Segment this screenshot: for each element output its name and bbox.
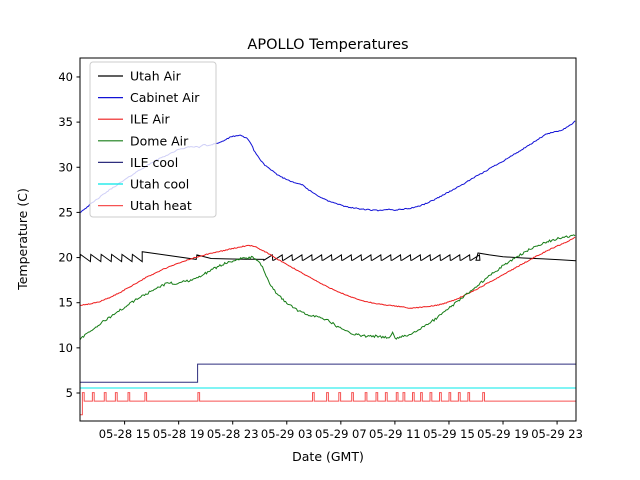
y-tick-label: 30 (58, 160, 73, 174)
x-tick-label: 05-29 23 (531, 427, 583, 441)
series-line-ile-cool (80, 363, 576, 383)
x-tick-label: 05-28 23 (207, 427, 259, 441)
legend-label-utah-air: Utah Air (130, 69, 182, 84)
legend-label-dome-air: Dome Air (130, 133, 189, 148)
y-tick-label: 5 (66, 386, 73, 400)
y-tick-label: 40 (58, 70, 73, 84)
x-tick-label: 05-29 03 (261, 427, 313, 441)
x-tick-label: 05-29 11 (369, 427, 421, 441)
y-tick-label: 10 (58, 341, 73, 355)
x-tick-label: 05-28 15 (99, 427, 151, 441)
series-line-utah-heat (80, 392, 576, 416)
x-tick-label: 05-29 15 (423, 427, 475, 441)
y-tick-label: 15 (58, 296, 73, 310)
y-tick-label: 20 (58, 251, 73, 265)
y-tick-label: 25 (58, 205, 73, 219)
legend-label-utah-heat: Utah heat (130, 198, 192, 213)
legend: Utah Air Cabinet Air ILE Air Dome Air ILE co… (89, 61, 217, 218)
y-tick-label: 35 (58, 115, 73, 129)
y-axis-label: Temperature (C) (15, 188, 30, 291)
legend-label-cabinet-air: Cabinet Air (130, 90, 200, 105)
legend-label-ile-cool: ILE cool (130, 155, 178, 170)
x-tick-label: 05-29 19 (477, 427, 529, 441)
series-line-dome-air (79, 234, 576, 341)
legend-box (89, 61, 217, 218)
x-tick-label: 05-29 07 (315, 427, 367, 441)
chart-title: APOLLO Temperatures (247, 37, 408, 53)
plot-border (79, 57, 577, 422)
x-axis-label: Date (GMT) (292, 449, 364, 464)
legend-label-ile-air: ILE Air (130, 112, 171, 127)
series-line-ile-air (79, 236, 576, 309)
x-tick-label: 05-28 19 (153, 427, 205, 441)
legend-label-utah-cool: Utah cool (130, 177, 189, 192)
series-line-utah-air (79, 251, 577, 263)
